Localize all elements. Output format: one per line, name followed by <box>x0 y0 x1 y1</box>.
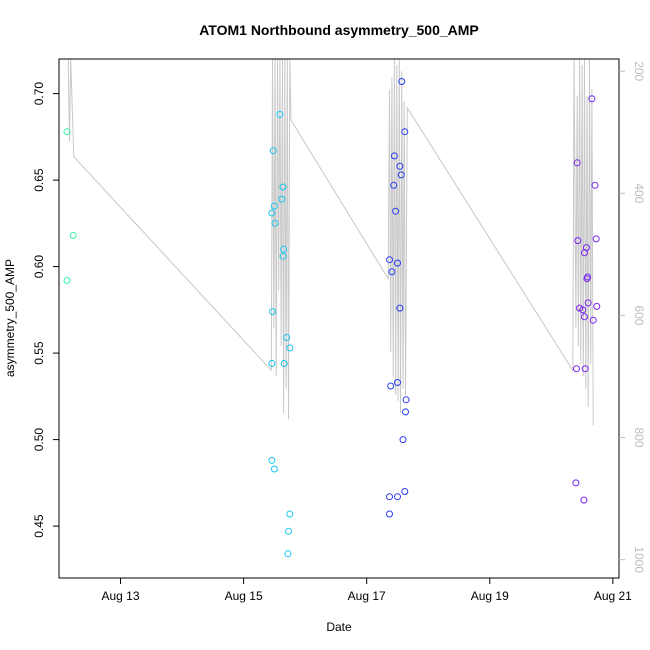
data-point <box>401 128 409 136</box>
x-tick-label: Aug 19 <box>471 589 509 603</box>
y-axis: 0.45 0.50 0.55 0.60 0.65 0.70 <box>32 82 59 538</box>
plot-frame <box>58 58 620 579</box>
data-point <box>276 110 284 118</box>
y-tick-label: 0.45 <box>32 514 46 538</box>
right-y-tick-label: 1000 <box>632 546 646 573</box>
data-point <box>280 360 288 367</box>
data-point <box>286 344 294 352</box>
data-point <box>588 95 596 103</box>
data-point <box>387 382 395 390</box>
data-point <box>593 302 601 310</box>
data-point <box>63 276 71 284</box>
data-point <box>584 299 592 307</box>
data-point <box>269 147 277 155</box>
data-point <box>284 550 292 558</box>
data-point <box>396 304 404 312</box>
data-point <box>396 162 404 170</box>
data-point <box>386 493 393 501</box>
data-point <box>589 316 597 324</box>
data-point <box>279 183 287 191</box>
data-point <box>286 510 294 518</box>
data-point <box>69 232 77 239</box>
x-tick-label: Aug 13 <box>102 589 140 603</box>
data-point <box>394 379 401 386</box>
data-point <box>579 306 587 314</box>
data-point <box>402 396 410 404</box>
data-point <box>268 360 276 367</box>
x-axis: Aug 13 Aug 15 Aug 17 Aug 19 Aug 21 <box>102 578 632 603</box>
data-point <box>268 209 276 217</box>
data-point <box>398 78 406 85</box>
y-axis-label: asymmetry_500_AMP <box>3 259 17 377</box>
data-point <box>268 456 276 464</box>
data-point <box>280 245 288 253</box>
x-tick-label: Aug 21 <box>594 589 632 603</box>
right-y-tick-label: 200 <box>632 61 646 81</box>
data-point <box>283 334 291 341</box>
data-point <box>270 202 278 210</box>
data-point <box>390 152 398 160</box>
right-y-tick-label: 600 <box>632 305 646 325</box>
data-point <box>386 256 393 264</box>
data-point <box>591 181 599 189</box>
data-point <box>592 235 600 243</box>
data-point <box>402 408 409 416</box>
right-y-tick-label: 400 <box>632 183 646 203</box>
data-point <box>581 313 588 321</box>
x-tick-label: Aug 17 <box>348 589 386 603</box>
data-point <box>386 510 393 518</box>
x-tick-label: Aug 15 <box>225 589 263 603</box>
y-tick-label: 0.60 <box>32 255 46 279</box>
data-point <box>392 207 400 215</box>
data-point <box>279 252 287 260</box>
points-layer <box>63 78 601 558</box>
data-point <box>397 171 405 179</box>
data-point <box>584 273 592 281</box>
chart-title: ATOM1 Northbound asymmetry_500_AMP <box>199 22 479 38</box>
data-point <box>271 219 279 227</box>
data-point <box>285 527 292 535</box>
data-point <box>278 195 286 203</box>
data-point <box>573 159 581 167</box>
right-y-axis: 200 400 600 800 1000 <box>619 61 646 573</box>
data-point <box>574 237 582 245</box>
y-tick-label: 0.55 <box>32 341 46 365</box>
y-tick-label: 0.50 <box>32 428 46 452</box>
data-point <box>390 181 398 189</box>
right-axis-series-line <box>67 58 594 426</box>
data-point <box>394 493 401 501</box>
data-point <box>394 259 401 267</box>
data-point <box>573 365 580 373</box>
data-point <box>388 268 396 276</box>
data-point <box>63 128 71 136</box>
y-tick-label: 0.65 <box>32 168 46 192</box>
data-point <box>572 479 580 487</box>
data-point <box>401 488 409 495</box>
data-point <box>269 308 276 316</box>
data-point <box>580 496 588 504</box>
right-y-tick-label: 800 <box>632 428 646 448</box>
right-axis-line-layer <box>67 58 594 426</box>
data-point <box>582 244 590 252</box>
y-tick-label: 0.70 <box>32 82 46 106</box>
data-point <box>581 365 589 373</box>
x-axis-label: Date <box>326 620 352 634</box>
data-point <box>399 436 407 444</box>
data-point <box>270 465 278 473</box>
